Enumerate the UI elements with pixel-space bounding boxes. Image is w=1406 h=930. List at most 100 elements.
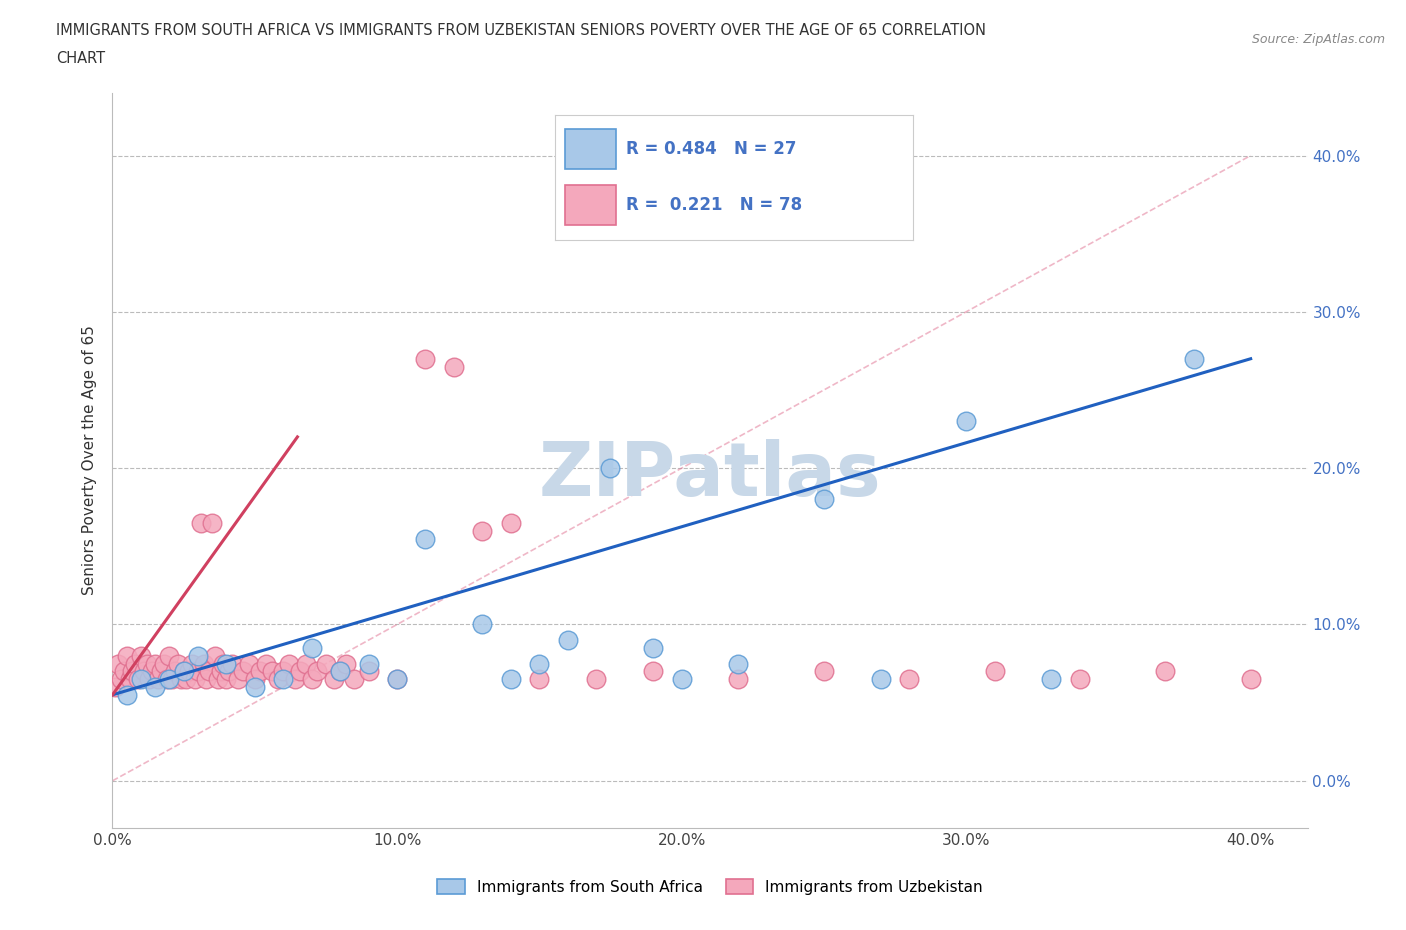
Point [529, 671, 551, 686]
Y-axis label: Seniors Poverty Over the Age of 65: Seniors Poverty Over the Age of 65 [82, 326, 97, 595]
Point [271, 671, 294, 686]
Point [204, 648, 226, 663]
Point [187, 664, 209, 679]
Point [146, 671, 169, 686]
Point [983, 664, 1005, 679]
Point [869, 671, 891, 686]
Point [173, 664, 195, 679]
Point [323, 671, 346, 686]
Point [329, 664, 352, 679]
Point [155, 671, 177, 686]
Point [118, 671, 141, 686]
Point [1154, 664, 1177, 679]
Point [215, 657, 238, 671]
Point [277, 657, 299, 671]
Point [141, 664, 163, 679]
Point [471, 617, 494, 631]
Point [499, 515, 522, 530]
Point [271, 664, 294, 679]
Point [1240, 671, 1263, 686]
Point [181, 657, 204, 671]
Point [343, 671, 366, 686]
Point [115, 687, 138, 702]
Point [198, 664, 221, 679]
Point [266, 671, 288, 686]
Point [955, 414, 977, 429]
Point [727, 671, 749, 686]
Point [813, 492, 835, 507]
Point [599, 460, 621, 475]
Text: IMMIGRANTS FROM SOUTH AFRICA VS IMMIGRANTS FROM UZBEKISTAN SENIORS POVERTY OVER : IMMIGRANTS FROM SOUTH AFRICA VS IMMIGRAN… [56, 23, 986, 38]
Point [129, 671, 152, 686]
Point [301, 671, 323, 686]
Point [243, 671, 266, 686]
Point [121, 664, 143, 679]
Point [112, 664, 135, 679]
Point [315, 657, 337, 671]
Text: Source: ZipAtlas.com: Source: ZipAtlas.com [1251, 33, 1385, 46]
Point [124, 657, 146, 671]
Point [415, 352, 437, 366]
Text: ZIPatlas: ZIPatlas [538, 439, 882, 512]
Point [643, 641, 665, 656]
Point [1040, 671, 1063, 686]
Point [335, 657, 357, 671]
Point [385, 671, 408, 686]
Point [443, 359, 465, 374]
Point [176, 671, 198, 686]
Point [295, 657, 318, 671]
Point [284, 671, 307, 686]
Point [499, 671, 522, 686]
Point [671, 671, 693, 686]
Point [385, 671, 408, 686]
Point [249, 664, 271, 679]
Point [143, 680, 166, 695]
Point [471, 524, 494, 538]
Point [165, 664, 187, 679]
Point [179, 664, 201, 679]
Point [357, 657, 380, 671]
Point [110, 671, 132, 686]
Point [1182, 352, 1205, 366]
Point [173, 664, 195, 679]
Point [193, 657, 215, 671]
Point [157, 648, 180, 663]
Point [157, 671, 180, 686]
Point [143, 657, 166, 671]
Point [813, 664, 835, 679]
Point [201, 515, 224, 530]
Point [643, 664, 665, 679]
Point [585, 671, 607, 686]
Point [184, 671, 207, 686]
Point [557, 632, 579, 647]
Text: CHART: CHART [56, 51, 105, 66]
Point [329, 664, 352, 679]
Point [209, 664, 232, 679]
Point [207, 671, 229, 686]
Legend: Immigrants from South Africa, Immigrants from Uzbekistan: Immigrants from South Africa, Immigrants… [430, 872, 990, 901]
Point [221, 657, 243, 671]
Point [104, 680, 127, 695]
Point [301, 641, 323, 656]
Point [1069, 671, 1091, 686]
Point [232, 664, 254, 679]
Point [187, 648, 209, 663]
Point [357, 664, 380, 679]
Point [307, 664, 329, 679]
Point [132, 664, 155, 679]
Point [529, 657, 551, 671]
Point [152, 657, 174, 671]
Point [167, 657, 190, 671]
Point [195, 671, 218, 686]
Point [170, 671, 193, 686]
Point [243, 680, 266, 695]
Point [215, 671, 238, 686]
Point [238, 657, 260, 671]
Point [290, 664, 312, 679]
Point [218, 664, 240, 679]
Point [898, 671, 921, 686]
Point [127, 671, 149, 686]
Point [107, 657, 129, 671]
Point [162, 671, 183, 686]
Point [129, 648, 152, 663]
